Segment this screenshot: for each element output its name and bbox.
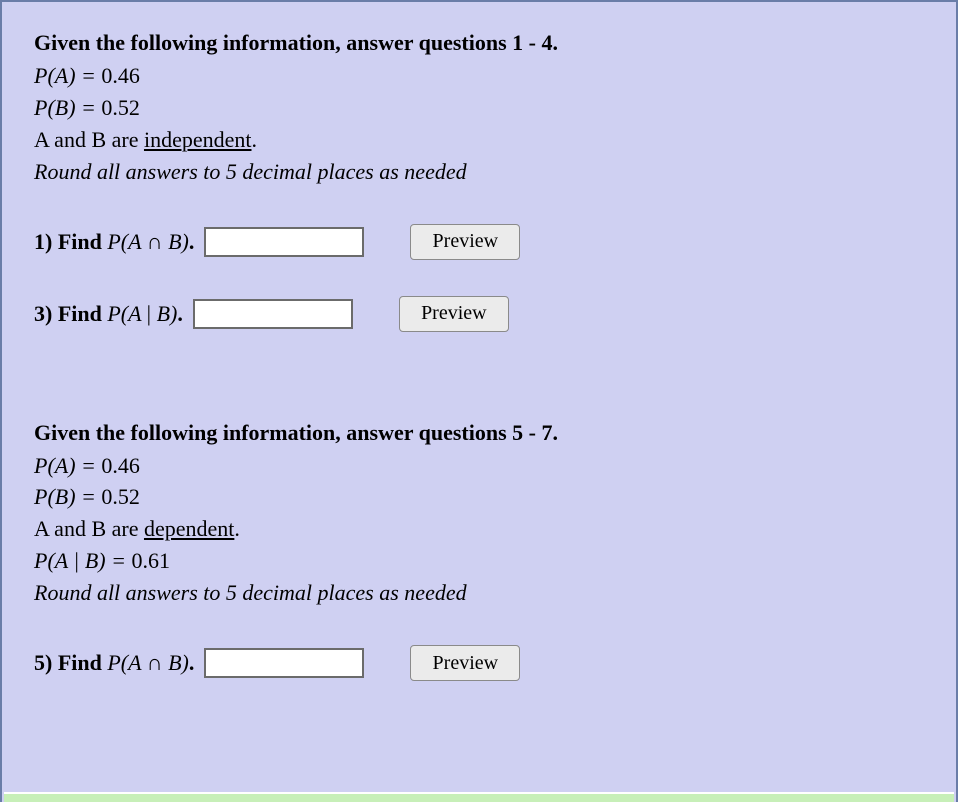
pA2-label: P(A) = bbox=[34, 453, 101, 478]
section2-relation: A and B are dependent. bbox=[34, 513, 924, 545]
section1-relation: A and B are independent. bbox=[34, 124, 924, 156]
section2-heading: Given the following information, answer … bbox=[34, 420, 924, 446]
q1-num: 1) bbox=[34, 229, 58, 254]
bottom-strip bbox=[4, 792, 954, 802]
q3-expr-mid: B) bbox=[151, 301, 177, 326]
pA-value: 0.46 bbox=[101, 63, 140, 88]
q5-expr-mid: B) bbox=[163, 650, 189, 675]
question-5-row: 5) Find P(A ∩ B). Preview bbox=[34, 645, 924, 681]
q1-period: . bbox=[189, 229, 195, 254]
q3-period: . bbox=[177, 301, 183, 326]
question-3-row: 3) Find P(A | B). Preview bbox=[34, 296, 924, 332]
question-3-preview-button[interactable]: Preview bbox=[399, 296, 509, 332]
section1-pA: P(A) = 0.46 bbox=[34, 60, 924, 92]
question-5-label: 5) Find P(A ∩ B). bbox=[34, 650, 194, 676]
question-panel: Given the following information, answer … bbox=[0, 0, 958, 802]
relation2-suffix: . bbox=[234, 516, 240, 541]
section2-pA: P(A) = 0.46 bbox=[34, 450, 924, 482]
q3-expr-open: P(A bbox=[107, 301, 146, 326]
pB-label: P(B) = bbox=[34, 95, 101, 120]
q3-find: Find bbox=[58, 301, 108, 326]
relation-suffix: . bbox=[252, 127, 258, 152]
question-1-preview-button[interactable]: Preview bbox=[410, 224, 520, 260]
q1-find: Find bbox=[58, 229, 108, 254]
q5-expr-open: P(A bbox=[107, 650, 146, 675]
pA-label: P(A) = bbox=[34, 63, 101, 88]
q5-op: ∩ bbox=[147, 650, 163, 675]
q5-period: . bbox=[189, 650, 195, 675]
section2-cond: P(A | B) = 0.61 bbox=[34, 545, 924, 577]
cond-label: P(A | B) = bbox=[34, 548, 131, 573]
question-3-label: 3) Find P(A | B). bbox=[34, 301, 183, 327]
section-gap bbox=[34, 332, 924, 420]
q1-expr-open: P(A bbox=[107, 229, 146, 254]
question-1-label: 1) Find P(A ∩ B). bbox=[34, 229, 194, 255]
section2-pB: P(B) = 0.52 bbox=[34, 481, 924, 513]
pB-value: 0.52 bbox=[101, 95, 140, 120]
question-1-row: 1) Find P(A ∩ B). Preview bbox=[34, 224, 924, 260]
q3-num: 3) bbox=[34, 301, 58, 326]
question-3-input[interactable] bbox=[193, 299, 353, 329]
question-1-input[interactable] bbox=[204, 227, 364, 257]
q5-find: Find bbox=[58, 650, 108, 675]
relation-prefix: A and B are bbox=[34, 127, 144, 152]
section1-heading: Given the following information, answer … bbox=[34, 30, 924, 56]
cond-value: 0.61 bbox=[131, 548, 170, 573]
pB2-label: P(B) = bbox=[34, 484, 101, 509]
q5-num: 5) bbox=[34, 650, 58, 675]
question-5-preview-button[interactable]: Preview bbox=[410, 645, 520, 681]
relation2-word: dependent bbox=[144, 516, 234, 541]
relation2-prefix: A and B are bbox=[34, 516, 144, 541]
pA2-value: 0.46 bbox=[101, 453, 140, 478]
section2-round-note: Round all answers to 5 decimal places as… bbox=[34, 577, 924, 609]
q1-expr-mid: B) bbox=[163, 229, 189, 254]
section1-pB: P(B) = 0.52 bbox=[34, 92, 924, 124]
q1-op: ∩ bbox=[147, 229, 163, 254]
section1-round-note: Round all answers to 5 decimal places as… bbox=[34, 156, 924, 188]
pB2-value: 0.52 bbox=[101, 484, 140, 509]
relation-word: independent bbox=[144, 127, 252, 152]
question-5-input[interactable] bbox=[204, 648, 364, 678]
